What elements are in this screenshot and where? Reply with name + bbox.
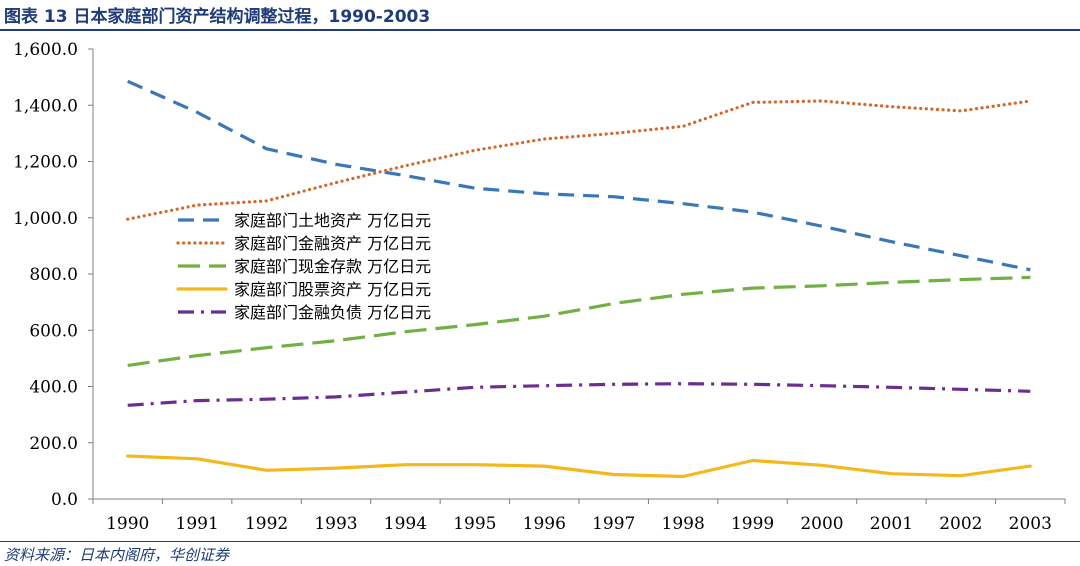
x-tick-label: 1999 [731, 514, 774, 534]
series-line-2 [126, 99, 1032, 221]
y-tick-label: 200.0 [29, 434, 78, 454]
x-tick-label: 1991 [176, 514, 219, 534]
source-divider [0, 541, 1080, 542]
x-tick-label: 1997 [592, 514, 635, 534]
y-tick-label: 1,200.0 [13, 153, 78, 173]
legend-label-5: 家庭部门金融负债 万亿日元 [234, 303, 431, 322]
y-axis-ticks: 0.0 200.0 400.0 600.0 800.0 1,000.0 1,200.0 1,4… [13, 40, 93, 510]
x-axis-ticks: 1990 1991 1992 1993 1994 1995 1996 1997 1998 1999… [92, 499, 1066, 534]
y-tick-label: 1,000.0 [13, 209, 78, 229]
y-tick-label: 400.0 [29, 378, 78, 398]
legend-label-1: 家庭部门土地资产 万亿日元 [234, 211, 431, 230]
x-tick-label: 1995 [453, 514, 496, 534]
x-tick-label: 1994 [384, 514, 427, 534]
title-bar: 图表 13 日本家庭部门资产结构调整过程，1990-2003 [0, 0, 1080, 31]
y-tick-label: 1,400.0 [13, 96, 78, 116]
legend-label-2: 家庭部门金融资产 万亿日元 [234, 234, 431, 253]
legend-label-3: 家庭部门现金存款 万亿日元 [234, 257, 431, 276]
title-divider [0, 29, 1080, 31]
chart-series [126, 79, 1032, 479]
y-tick-label: 0.0 [51, 490, 78, 510]
x-tick-label: 1998 [662, 514, 705, 534]
chart-title: 图表 13 日本家庭部门资产结构调整过程，1990-2003 [4, 7, 431, 27]
y-tick-label: 800.0 [29, 265, 78, 285]
legend-label-4: 家庭部门股票资产 万亿日元 [234, 280, 431, 299]
line-chart: 0.0 200.0 400.0 600.0 800.0 1,000.0 1,200.0 1,4… [13, 40, 1066, 534]
x-tick-label: 2002 [939, 514, 982, 534]
source-note: 资料来源：日本内阁府，华创证券 [4, 546, 230, 564]
x-tick-label: 1993 [314, 514, 357, 534]
series-line-1 [127, 79, 1031, 272]
y-tick-label: 1,600.0 [13, 40, 78, 60]
x-tick-label: 1996 [523, 514, 566, 534]
x-tick-label: 1990 [106, 514, 149, 534]
series-line-5 [127, 382, 1031, 407]
y-tick-label: 600.0 [29, 321, 78, 341]
x-tick-label: 1992 [245, 514, 288, 534]
x-tick-label: 2001 [870, 514, 913, 534]
series-line-4 [126, 454, 1032, 479]
x-tick-label: 2000 [800, 514, 843, 534]
series-line-3 [127, 275, 1031, 367]
x-tick-label: 2003 [1009, 514, 1052, 534]
